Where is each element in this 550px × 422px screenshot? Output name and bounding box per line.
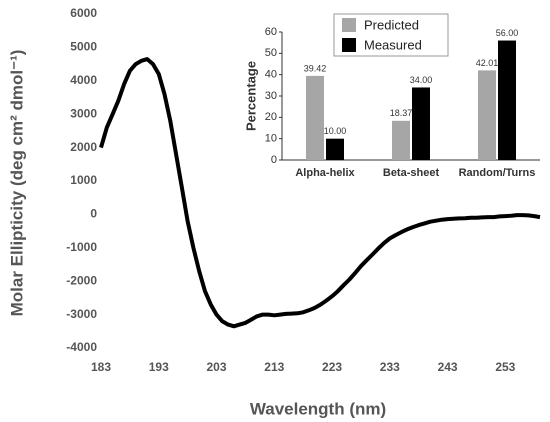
y-tick-label: 3000 <box>70 106 97 120</box>
value-label: 18.37 <box>390 108 413 118</box>
value-label: 42.01 <box>476 58 499 68</box>
inset-y-tick-label: 40 <box>265 69 277 81</box>
y-tick-label: 2000 <box>70 140 97 154</box>
legend-swatch <box>342 18 356 32</box>
bar <box>392 120 410 160</box>
y-tick-label: 4000 <box>70 73 97 87</box>
inset-x-tick-label: Random/Turns <box>459 167 536 179</box>
bar <box>306 75 324 160</box>
legend-label: Predicted <box>364 17 419 32</box>
legend-label: Measured <box>364 37 422 52</box>
inset-y-title: Percentage <box>243 61 258 131</box>
y-tick-label: 6000 <box>70 6 97 20</box>
inset-x-tick-label: Alpha-helix <box>295 167 355 179</box>
y-tick-label: 1000 <box>70 173 97 187</box>
x-tick-label: 243 <box>438 360 458 374</box>
x-tick-label: 253 <box>495 360 515 374</box>
legend-swatch <box>342 38 356 52</box>
x-axis-title: Wavelength (nm) <box>250 399 386 418</box>
y-tick-label: -4000 <box>66 340 97 354</box>
y-tick-label: -1000 <box>66 240 97 254</box>
inset-x-tick-label: Beta-sheet <box>383 167 440 179</box>
inset-y-tick-label: 50 <box>265 47 277 59</box>
y-tick-label: -3000 <box>66 307 97 321</box>
x-tick-label: 193 <box>149 360 169 374</box>
value-label: 56.00 <box>496 28 519 38</box>
x-tick-label: 203 <box>207 360 227 374</box>
bar <box>478 70 496 160</box>
value-label: 34.00 <box>410 75 433 85</box>
y-tick-label: 0 <box>90 207 97 221</box>
inset-y-tick-label: 60 <box>265 26 277 38</box>
bar <box>326 138 344 160</box>
x-tick-label: 223 <box>322 360 342 374</box>
x-tick-label: 183 <box>91 360 111 374</box>
x-tick-label: 213 <box>264 360 284 374</box>
bar <box>498 40 516 160</box>
value-label: 10.00 <box>324 126 347 136</box>
inset-y-tick-label: 0 <box>271 154 277 166</box>
bar <box>412 87 430 160</box>
inset-y-tick-label: 30 <box>265 90 277 102</box>
x-tick-label: 233 <box>380 360 400 374</box>
inset-y-tick-label: 10 <box>265 133 277 145</box>
data-line <box>99 57 541 329</box>
inset-y-tick-label: 20 <box>265 111 277 123</box>
y-tick-label: -2000 <box>66 273 97 287</box>
value-label: 39.42 <box>304 63 327 73</box>
y-axis-title: Molar Ellipticity (deg cm² dmol⁻¹) <box>7 50 26 317</box>
y-tick-label: 5000 <box>70 40 97 54</box>
